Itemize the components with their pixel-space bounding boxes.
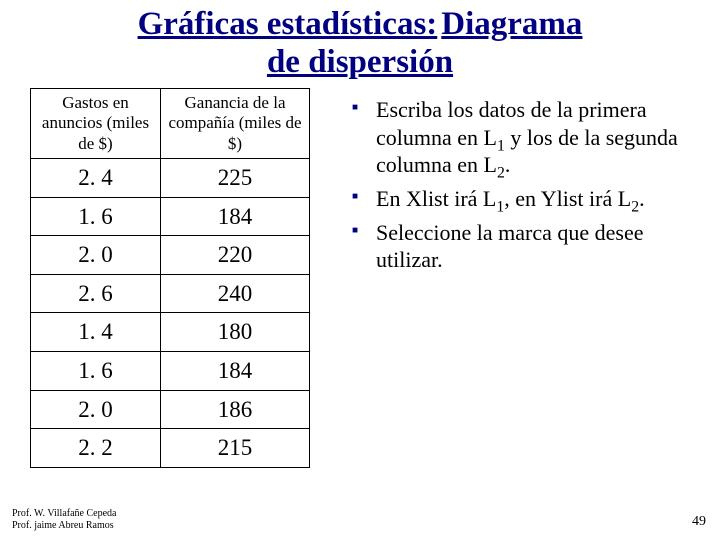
table-row: 1. 6184 [31, 197, 310, 236]
cell: 1. 6 [31, 197, 161, 236]
cell: 2. 2 [31, 429, 161, 468]
bullet-text: . [505, 152, 511, 177]
page-number: 49 [692, 514, 706, 530]
bullet-item-3: Seleccione la marca que desee utilizar. [348, 219, 702, 274]
bullet-item-2: En Xlist irá L1, en Ylist irá L2. [348, 185, 702, 213]
bullet-list: Escriba los datos de la primera columna … [348, 96, 702, 274]
cell: 184 [161, 352, 310, 391]
bullet-text: Seleccione la marca que desee utilizar. [376, 220, 644, 273]
slide: Gráficas estadísticas: Diagrama de dispe… [0, 0, 720, 540]
col-header-2: Ganancia de la compañía (miles de $) [161, 88, 310, 158]
bullet-item-1: Escriba los datos de la primera columna … [348, 96, 702, 179]
table-row: 2. 0220 [31, 236, 310, 275]
cell: 240 [161, 274, 310, 313]
table-row: 1. 6184 [31, 352, 310, 391]
table-row: 2. 2215 [31, 429, 310, 468]
cell: 1. 4 [31, 313, 161, 352]
author-line-2: Prof. jaime Abreu Ramos [12, 520, 116, 532]
cell: 180 [161, 313, 310, 352]
col-header-1: Gastos en anuncios (miles de $) [31, 88, 161, 158]
content-area: Gastos en anuncios (miles de $) Ganancia… [0, 82, 720, 468]
title-part-3: de dispersión [267, 44, 453, 80]
cell: 184 [161, 197, 310, 236]
cell: 2. 0 [31, 390, 161, 429]
bullet-text: , en Ylist irá L [504, 186, 631, 211]
cell: 215 [161, 429, 310, 468]
table-header-row: Gastos en anuncios (miles de $) Ganancia… [31, 88, 310, 158]
bullet-text: En Xlist irá L [376, 186, 496, 211]
author-line-1: Prof. W. Villafañe Cepeda [12, 508, 116, 520]
cell: 2. 6 [31, 274, 161, 313]
cell: 225 [161, 159, 310, 198]
footer-authors: Prof. W. Villafañe Cepeda Prof. jaime Ab… [12, 508, 116, 532]
table-row: 2. 4225 [31, 159, 310, 198]
table-row: 1. 4180 [31, 313, 310, 352]
cell: 186 [161, 390, 310, 429]
slide-title: Gráficas estadísticas: Diagrama de dispe… [0, 0, 720, 82]
table-body: 2. 4225 1. 6184 2. 0220 2. 6240 1. 4180 … [31, 159, 310, 468]
cell: 2. 4 [31, 159, 161, 198]
table-region: Gastos en anuncios (miles de $) Ganancia… [30, 88, 330, 468]
subscript: 2 [631, 198, 639, 215]
cell: 1. 6 [31, 352, 161, 391]
table-row: 2. 0186 [31, 390, 310, 429]
subscript: 2 [497, 165, 505, 182]
data-table: Gastos en anuncios (miles de $) Ganancia… [30, 88, 310, 468]
title-part-2: Diagrama [441, 6, 582, 42]
title-part-1: Gráficas estadísticas: [138, 6, 438, 42]
subscript: 1 [497, 137, 505, 154]
cell: 2. 0 [31, 236, 161, 275]
bullet-text: . [639, 186, 645, 211]
cell: 220 [161, 236, 310, 275]
bullet-region: Escriba los datos de la primera columna … [330, 88, 702, 468]
table-row: 2. 6240 [31, 274, 310, 313]
